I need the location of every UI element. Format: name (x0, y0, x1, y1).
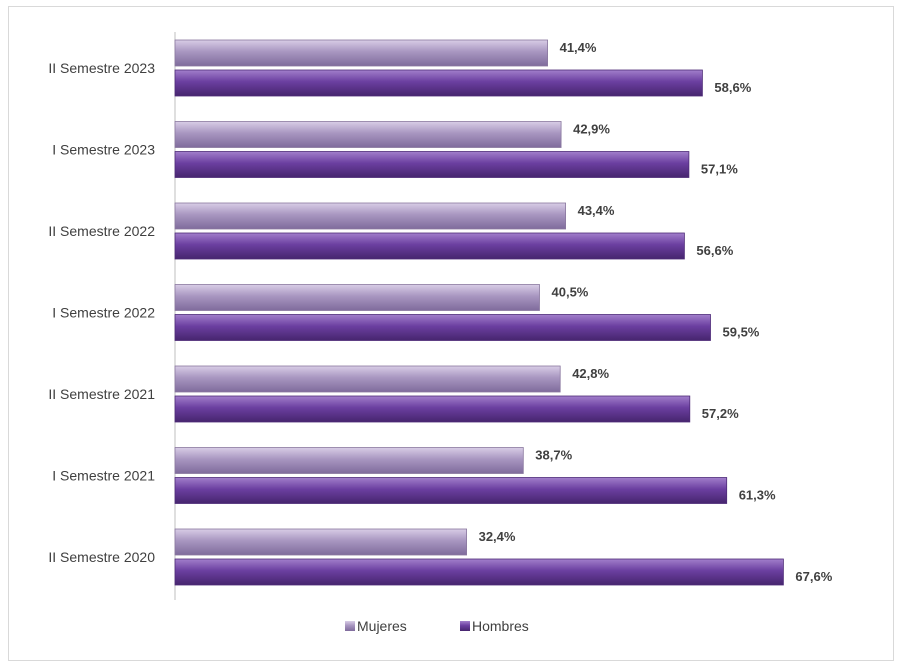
bar-mujeres (174, 447, 524, 474)
bar-hombres (174, 558, 784, 586)
bar-mujeres (174, 39, 549, 67)
bar-hombres (174, 314, 711, 341)
bar-hombres (174, 232, 685, 260)
data-label: 32,4% (479, 529, 516, 544)
bar-mujeres (174, 528, 468, 556)
legend-swatch-hombres (460, 621, 470, 631)
legend-label-mujeres: Mujeres (357, 618, 407, 634)
data-label: 57,1% (701, 162, 738, 177)
legend: Mujeres Hombres (345, 618, 529, 634)
data-label: 41,4% (560, 40, 597, 55)
bars-group: II Semestre 2023 41,4% 58,6% I Semestre 202… (48, 39, 833, 586)
legend-label-hombres: Hombres (472, 618, 529, 634)
category-label: II Semestre 2022 (48, 223, 155, 239)
data-label: 56,6% (696, 243, 733, 258)
bar-hombres (174, 151, 690, 178)
data-label: 43,4% (578, 203, 615, 218)
category-label: I Semestre 2022 (52, 305, 155, 321)
category-label: I Semestre 2021 (52, 468, 155, 484)
bar-mujeres (174, 202, 567, 230)
data-label: 58,6% (714, 80, 751, 95)
legend-swatch-mujeres (345, 621, 355, 631)
data-label: 42,8% (572, 366, 609, 381)
category-label: II Semestre 2021 (48, 386, 155, 402)
data-label: 59,5% (723, 325, 760, 340)
bar-mujeres (174, 365, 561, 393)
category-label: II Semestre 2023 (48, 60, 155, 76)
category-label: II Semestre 2020 (48, 549, 155, 565)
bar-mujeres (174, 284, 540, 311)
bar-hombres (174, 69, 703, 97)
data-label: 57,2% (702, 406, 739, 421)
bar-hombres (174, 477, 728, 504)
data-label: 42,9% (573, 122, 610, 137)
bar-hombres (174, 395, 691, 423)
data-label: 61,3% (739, 488, 776, 503)
data-label: 38,7% (535, 448, 572, 463)
data-label: 67,6% (795, 569, 832, 584)
bar-mujeres (174, 121, 562, 148)
data-label: 40,5% (552, 285, 589, 300)
category-label: I Semestre 2023 (52, 142, 155, 158)
